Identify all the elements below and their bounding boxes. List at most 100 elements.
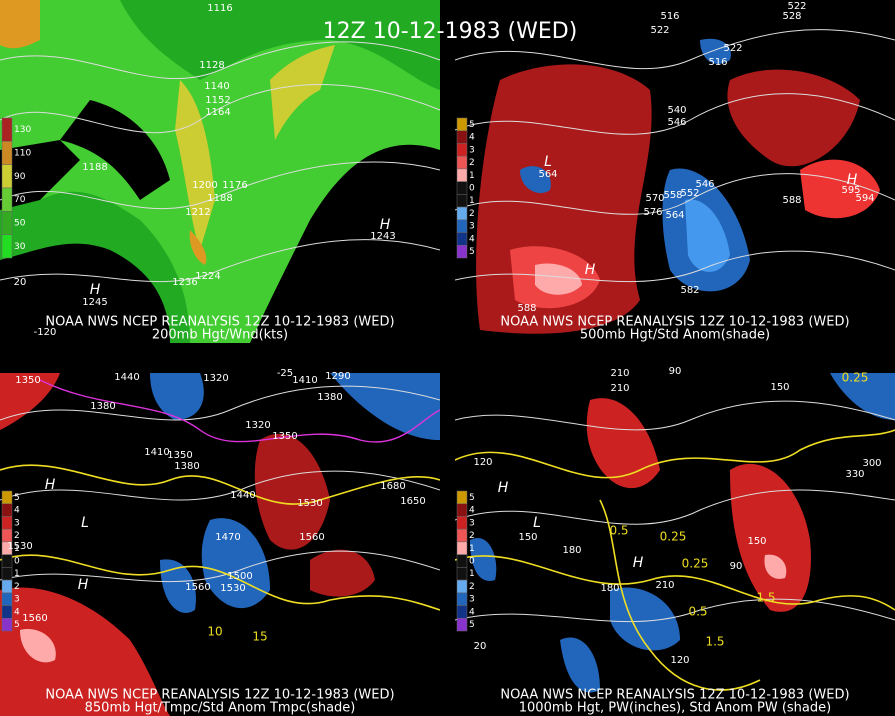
contour-label: -120 — [34, 327, 57, 338]
contour-label: 588 — [782, 195, 801, 206]
contour-label: 180 — [562, 545, 581, 556]
legend-swatch — [456, 503, 468, 517]
legend-swatch — [456, 206, 468, 221]
contour-label: 1164 — [205, 107, 230, 118]
legend-swatch — [1, 211, 13, 235]
contour-label: 1.5 — [705, 635, 724, 649]
legend-label: 30 — [14, 242, 26, 252]
contour-label: 180 — [600, 583, 619, 594]
legend-label: 4 — [469, 506, 475, 516]
pressure-center: H — [45, 477, 56, 493]
legend-label: 4 — [14, 607, 20, 617]
contour-label: 546 — [667, 117, 686, 128]
panel-caption: 500mb Hgt/Std Anom(shade) — [580, 328, 770, 343]
legend-label: 130 — [14, 125, 31, 135]
contour-label: 0.5 — [688, 605, 707, 619]
contour-label: 150 — [747, 536, 766, 547]
contour-label: 1140 — [204, 81, 229, 92]
contour-label: 1188 — [82, 162, 107, 173]
contour-label: 1560 — [22, 613, 47, 624]
legend-swatch — [456, 567, 468, 581]
contour-label: 1560 — [299, 532, 324, 543]
contour-label: 1410 — [292, 375, 317, 386]
legend-swatch — [456, 168, 468, 182]
panel-200mb — [0, 0, 440, 343]
contour-label: 150 — [770, 382, 789, 393]
contour-label: 522 — [650, 25, 669, 36]
contour-label: 1116 — [207, 3, 232, 14]
legend-label: 2 — [469, 582, 475, 592]
contour-label: 1380 — [90, 401, 115, 412]
contour-label: 595 — [841, 185, 860, 196]
legend-swatch — [1, 503, 13, 517]
legend-swatch — [456, 245, 468, 259]
pressure-center: H — [90, 282, 101, 298]
legend-label: 3 — [469, 222, 475, 232]
legend-swatch — [1, 187, 13, 212]
legend-label: 110 — [14, 149, 31, 159]
contour-label: 564 — [538, 169, 557, 180]
pressure-center: L — [81, 515, 89, 531]
legend-label: 4 — [14, 506, 20, 516]
contour-label: 0.25 — [682, 557, 709, 571]
contour-label: 20 — [14, 277, 27, 288]
legend-swatch — [1, 164, 13, 189]
pressure-center: H — [380, 217, 391, 233]
legend-swatch — [456, 516, 468, 530]
legend-label: 70 — [14, 195, 26, 205]
panel-1000mb — [455, 373, 895, 693]
contour-label: 570 — [645, 193, 664, 204]
contour-label: 1224 — [195, 271, 220, 282]
pressure-center: L — [533, 515, 541, 531]
legend-swatch — [1, 516, 13, 530]
contour-label: 1530 — [220, 583, 245, 594]
panel-caption: 200mb Hgt/Wnd(kts) — [152, 328, 288, 343]
legend-swatch — [1, 579, 13, 594]
legend-label: 0 — [469, 557, 475, 567]
contour-label: 15 — [252, 630, 267, 644]
panel-source: NOAA NWS NCEP REANALYSIS 12Z 10-12-1983 … — [45, 688, 394, 703]
legend-swatch — [456, 579, 468, 594]
legend-swatch — [456, 618, 468, 632]
contour-label: 522 — [723, 43, 742, 54]
legend-swatch — [456, 528, 468, 543]
contour-label: 558 — [663, 190, 682, 201]
legend-label: 5 — [469, 493, 475, 503]
panel-850mb — [0, 373, 440, 716]
legend-swatch — [456, 605, 468, 619]
legend-label: 3 — [469, 595, 475, 605]
contour-label: 1.5 — [756, 591, 775, 605]
contour-label: 1470 — [215, 532, 240, 543]
legend-label: 1 — [469, 196, 475, 206]
contour-label: 0.25 — [660, 530, 687, 544]
contour-label: 588 — [517, 303, 536, 314]
legend-label: 2 — [14, 582, 20, 592]
legend-label: 2 — [469, 531, 475, 541]
contour-label: 1350 — [272, 431, 297, 442]
contour-label: 330 — [845, 469, 864, 480]
contour-label: 516 — [660, 11, 679, 22]
legend-swatch — [456, 592, 468, 606]
contour-label: 540 — [667, 105, 686, 116]
legend-swatch — [456, 130, 468, 144]
contour-label: 582 — [680, 285, 699, 296]
legend-label: 5 — [469, 620, 475, 630]
legend-label: 3 — [469, 145, 475, 155]
legend-swatch — [456, 117, 468, 131]
legend-swatch — [1, 234, 13, 259]
contour-label: 594 — [855, 193, 874, 204]
legend-swatch — [456, 181, 468, 195]
contour-label: 528 — [782, 11, 801, 22]
legend-swatch — [1, 490, 13, 504]
legend-swatch — [456, 194, 468, 208]
legend-swatch — [456, 554, 468, 568]
contour-label: 0.5 — [609, 524, 628, 538]
contour-label: 1530 — [297, 498, 322, 509]
panel-source: NOAA NWS NCEP REANALYSIS 12Z 10-12-1983 … — [500, 688, 849, 703]
legend-label: 2 — [14, 531, 20, 541]
contour-label: 120 — [670, 655, 689, 666]
legend-label: 3 — [14, 595, 20, 605]
